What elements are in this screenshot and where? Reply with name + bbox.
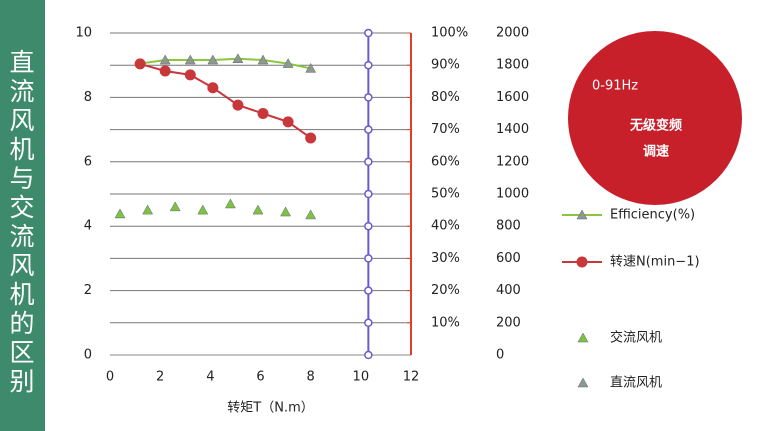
point bbox=[184, 54, 196, 65]
y-tick-label: 2 bbox=[84, 283, 92, 298]
y2-tick-label: 40% bbox=[431, 219, 460, 234]
legend-marker bbox=[576, 209, 588, 220]
legend-marker bbox=[576, 256, 588, 268]
y2-tick-label: 90% bbox=[431, 58, 460, 73]
y-tick-label: 4 bbox=[84, 219, 92, 234]
y3-tick-label: 800 bbox=[496, 219, 521, 234]
v-line-dot bbox=[364, 60, 373, 70]
point bbox=[224, 198, 236, 209]
x-tick-label: 2 bbox=[156, 370, 164, 385]
x-tick-label: 8 bbox=[307, 370, 315, 385]
y2-tick-label: 60% bbox=[431, 154, 460, 169]
point bbox=[305, 62, 317, 73]
v-line-dot bbox=[364, 93, 373, 102]
y2-tick-label: 20% bbox=[431, 283, 460, 298]
point bbox=[305, 209, 317, 220]
sidebar-title: 直流风机与交流风机的区别 bbox=[9, 48, 35, 396]
point bbox=[252, 204, 264, 215]
badge-line: 无级变频 bbox=[629, 118, 682, 134]
point bbox=[282, 58, 294, 68]
legend-label: 转速N(min−1) bbox=[610, 255, 700, 270]
x-tick-label: 4 bbox=[206, 370, 214, 385]
y2-tick-label: 70% bbox=[431, 122, 460, 137]
point bbox=[257, 54, 269, 65]
point bbox=[169, 201, 181, 212]
v-line-dot bbox=[364, 28, 373, 38]
v-line-dot bbox=[364, 318, 373, 328]
y3-tick-label: 2000 bbox=[496, 26, 529, 41]
point bbox=[305, 132, 317, 144]
y3-tick-label: 1600 bbox=[496, 90, 529, 105]
y3-tick-label: 600 bbox=[496, 251, 521, 266]
y3-tick-label: 1000 bbox=[496, 187, 529, 202]
v-line-dot bbox=[364, 125, 373, 134]
badge-headline: 0-91Hz bbox=[592, 79, 638, 94]
y2-tick-label: 30% bbox=[431, 251, 460, 266]
y2-tick-label: 80% bbox=[431, 90, 460, 105]
point bbox=[282, 116, 294, 128]
sidebar: 直流风机与交流风机的区别 bbox=[0, 0, 45, 431]
v-line-dot bbox=[364, 189, 373, 199]
y3-tick-label: 200 bbox=[496, 315, 521, 330]
point bbox=[159, 54, 171, 65]
y2-tick-label: 100% bbox=[431, 26, 468, 41]
x-tick-label: 6 bbox=[256, 370, 264, 385]
legend-label: 交流风机 bbox=[610, 330, 662, 346]
point bbox=[184, 69, 196, 81]
x-tick-label: 10 bbox=[353, 370, 370, 385]
badge bbox=[568, 31, 742, 205]
y3-tick-label: 1200 bbox=[496, 154, 529, 169]
y-tick-label: 10 bbox=[75, 26, 92, 41]
point bbox=[142, 204, 154, 215]
point bbox=[114, 208, 126, 219]
x-tick-label: 0 bbox=[106, 370, 114, 385]
point bbox=[134, 58, 146, 70]
v-line-dot bbox=[364, 254, 373, 263]
legend-label: 直流风机 bbox=[610, 376, 662, 391]
point bbox=[257, 108, 269, 119]
y2-tick-label: 10% bbox=[431, 315, 460, 330]
badge-line: 调速 bbox=[643, 144, 669, 160]
y-tick-label: 0 bbox=[84, 348, 92, 363]
y-tick-label: 8 bbox=[84, 90, 92, 105]
point bbox=[207, 54, 219, 65]
legend-marker bbox=[577, 332, 589, 343]
y3-tick-label: 400 bbox=[496, 283, 521, 298]
point bbox=[159, 65, 171, 77]
series-line bbox=[139, 57, 311, 70]
legend-marker bbox=[577, 377, 589, 388]
point bbox=[197, 204, 209, 215]
y3-tick-label: 1800 bbox=[496, 58, 529, 73]
legend-label: Efficiency(%) bbox=[610, 208, 695, 223]
point bbox=[232, 53, 244, 64]
y2-tick-label: 50% bbox=[431, 187, 460, 202]
x-tick-label: 12 bbox=[403, 370, 420, 385]
v-line-dot bbox=[364, 157, 373, 167]
y-tick-label: 6 bbox=[84, 154, 92, 169]
v-line-dot bbox=[364, 286, 373, 295]
v-line-dot bbox=[364, 221, 373, 231]
point bbox=[232, 99, 244, 111]
v-line-dot bbox=[364, 350, 373, 360]
point bbox=[207, 82, 219, 94]
point bbox=[280, 206, 292, 217]
badge-text: 0-91Hz bbox=[592, 79, 638, 94]
y3-tick-label: 1400 bbox=[496, 122, 529, 137]
x-axis-label: 转矩T（N.m） bbox=[227, 401, 313, 416]
y3-tick-label: 0 bbox=[496, 348, 504, 363]
